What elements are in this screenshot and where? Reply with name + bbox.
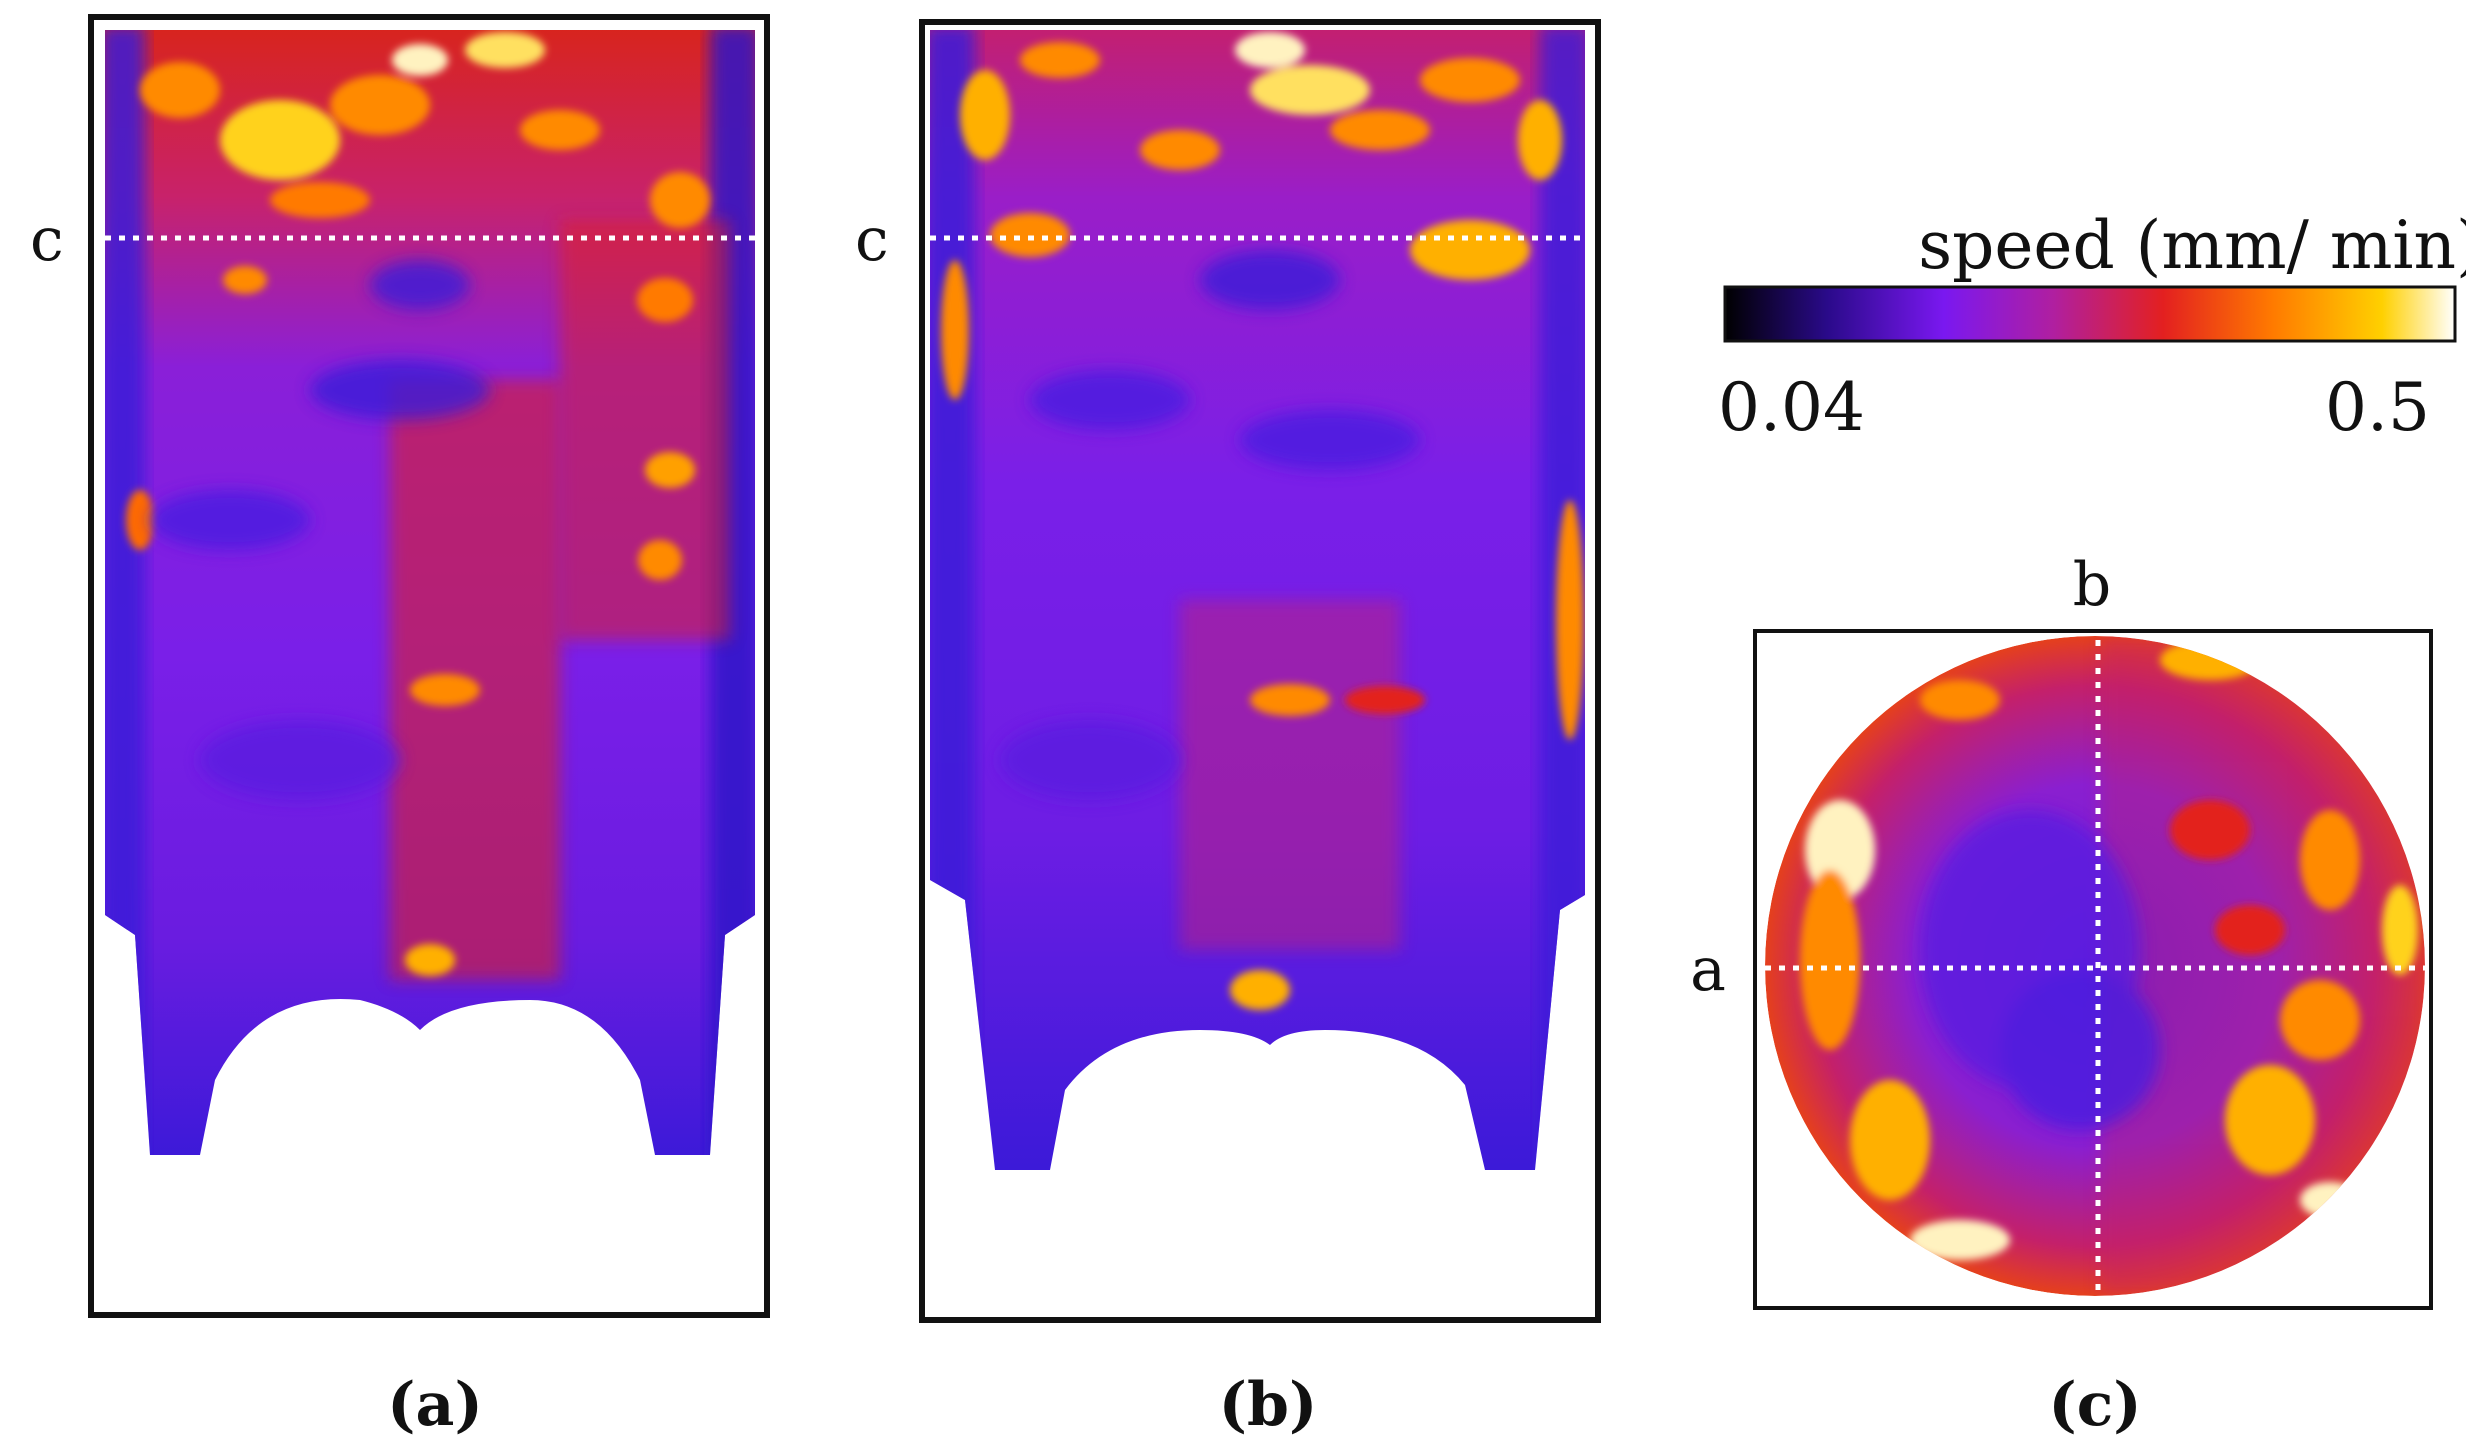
colorbar-max-label: 0.5 xyxy=(2325,369,2430,446)
panel-b-frame xyxy=(919,19,1601,1323)
colorbar-gradient xyxy=(1723,285,2457,343)
colorbar-min-label: 0.04 xyxy=(1718,369,1865,446)
panel-c-field xyxy=(1765,636,2425,1296)
panel-b-caption: (b) xyxy=(1219,1370,1318,1440)
panel-c-frame xyxy=(1753,629,2433,1310)
panel-a-field xyxy=(105,30,755,1155)
panel-a: c (a) xyxy=(30,14,770,1440)
panel-c: b a (c) xyxy=(1690,550,2433,1440)
panel-b-field xyxy=(930,30,1585,1170)
panel-a-cut-marker: c xyxy=(30,205,64,275)
panel-a-caption: (a) xyxy=(387,1370,483,1440)
panel-a-frame xyxy=(88,14,770,1318)
colorbar: speed (mm/ min) 0.04 0.5 xyxy=(1718,207,2466,446)
colorbar-title: speed (mm/ min) xyxy=(1918,207,2466,284)
panel-c-marker-left: a xyxy=(1690,935,1726,1005)
panel-b: c (b) xyxy=(855,19,1601,1440)
panel-c-caption: (c) xyxy=(2048,1370,2141,1440)
panel-b-cut-marker: c xyxy=(855,205,889,275)
panel-c-marker-top: b xyxy=(2073,550,2111,620)
